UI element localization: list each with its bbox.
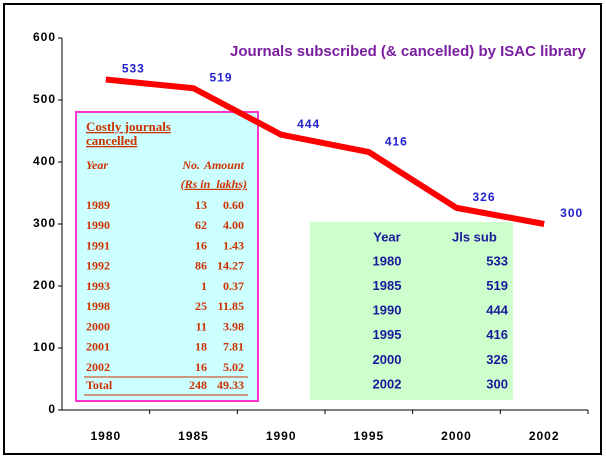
table-total: 49.33 bbox=[217, 378, 244, 392]
table-cell: 519 bbox=[486, 278, 508, 293]
table-header: Year bbox=[373, 229, 400, 244]
table-cell: 11.85 bbox=[218, 299, 244, 313]
table-cell: 1998 bbox=[86, 299, 110, 313]
table-cell: 62 bbox=[195, 218, 207, 232]
table-cell: 1985 bbox=[373, 278, 402, 293]
table-cell: 1992 bbox=[86, 259, 110, 273]
x-tick-label: 1990 bbox=[266, 429, 297, 443]
table-cell: 5.02 bbox=[223, 360, 244, 374]
x-tick-label: 1995 bbox=[353, 429, 384, 443]
table-cell: 444 bbox=[486, 303, 508, 318]
table-cell: 13 bbox=[195, 198, 207, 212]
x-tick-label: 1985 bbox=[178, 429, 209, 443]
table-cell: 14.27 bbox=[217, 259, 244, 273]
table-cell: 3.98 bbox=[223, 319, 244, 333]
table-cell: 0.37 bbox=[223, 279, 244, 293]
y-tick-label: 400 bbox=[33, 154, 56, 168]
y-tick-label: 300 bbox=[33, 216, 56, 230]
table-cell: 326 bbox=[486, 352, 508, 367]
table-cell: 1980 bbox=[373, 253, 402, 268]
x-tick-label: 2002 bbox=[529, 429, 560, 443]
table-cell: 533 bbox=[486, 253, 508, 268]
x-tick-label: 2000 bbox=[441, 429, 472, 443]
table-header: Amount bbox=[203, 158, 245, 172]
value-label: 519 bbox=[210, 70, 233, 84]
subscribed-table bbox=[310, 222, 513, 400]
table-header: Jls sub bbox=[452, 229, 497, 244]
table-cell: 2002 bbox=[86, 360, 110, 374]
table-cell: 4.00 bbox=[223, 218, 244, 232]
table-cell: 2002 bbox=[373, 376, 402, 391]
table-cell: 16 bbox=[195, 360, 207, 374]
table-cell: 18 bbox=[195, 340, 207, 354]
y-tick-label: 500 bbox=[33, 92, 56, 106]
value-label: 533 bbox=[122, 62, 145, 76]
table-header: Year bbox=[86, 158, 108, 172]
table-cell: 1990 bbox=[86, 218, 110, 232]
table-cell: 2000 bbox=[86, 319, 110, 333]
table-header: No. bbox=[181, 158, 200, 172]
x-tick-label: 1980 bbox=[90, 429, 121, 443]
table-cell: 1989 bbox=[86, 198, 110, 212]
table-cell: 16 bbox=[195, 238, 207, 252]
value-label: 326 bbox=[473, 190, 496, 204]
table-cell: 1991 bbox=[86, 238, 110, 252]
cancelled-table bbox=[75, 111, 259, 402]
table-cell: 2000 bbox=[373, 352, 402, 367]
value-label: 300 bbox=[560, 206, 583, 220]
table-title: Costly journals cancelled bbox=[86, 119, 171, 148]
table-cell: 1.43 bbox=[223, 238, 244, 252]
y-tick-label: 0 bbox=[48, 402, 56, 416]
y-tick-label: 600 bbox=[33, 30, 56, 44]
table-cell: 86 bbox=[195, 259, 207, 273]
table-cell: 300 bbox=[486, 376, 508, 391]
table-cell: 416 bbox=[486, 327, 508, 342]
y-tick-label: 200 bbox=[33, 278, 56, 292]
table-cell: 1 bbox=[201, 279, 207, 293]
value-label: 416 bbox=[385, 134, 408, 148]
table-cell: 1995 bbox=[373, 327, 402, 342]
y-tick-label: 100 bbox=[33, 340, 56, 354]
table-cell: 1993 bbox=[86, 279, 110, 293]
table-cell: 7.81 bbox=[223, 340, 244, 354]
table-total: Total bbox=[86, 378, 113, 392]
table-cell: 25 bbox=[195, 299, 207, 313]
data-line bbox=[105, 76, 545, 227]
table-cell: 2001 bbox=[86, 340, 110, 354]
table-cell: 0.60 bbox=[223, 198, 244, 212]
table-cell: 11 bbox=[196, 319, 207, 333]
table-cell: 1990 bbox=[373, 303, 402, 318]
table-total: 248 bbox=[189, 378, 207, 392]
value-label: 444 bbox=[297, 117, 320, 131]
chart-title: Journals subscribed (& cancelled) by ISA… bbox=[230, 43, 587, 60]
table-unit: (Rs in lakhs) bbox=[181, 177, 247, 191]
